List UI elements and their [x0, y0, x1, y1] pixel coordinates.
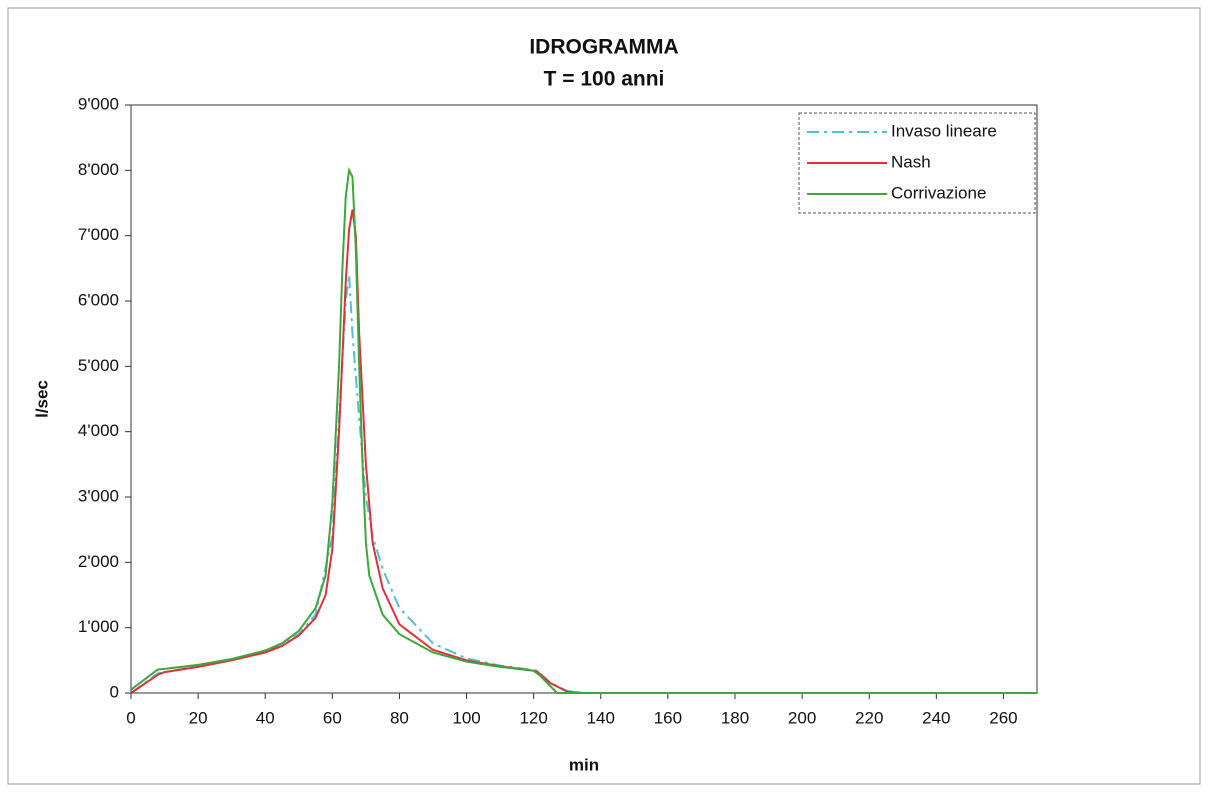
x-tick-label: 220: [855, 708, 883, 727]
legend-label: Corrivazione: [891, 183, 986, 202]
x-tick-label: 40: [256, 708, 275, 727]
y-tick-label: 3'000: [78, 486, 119, 505]
y-tick-label: 0: [110, 682, 119, 701]
legend-label: Nash: [891, 152, 931, 171]
x-tick-label: 100: [452, 708, 480, 727]
x-tick-label: 260: [989, 708, 1017, 727]
y-tick-label: 9'000: [78, 94, 119, 113]
y-tick-label: 4'000: [78, 421, 119, 440]
y-tick-label: 2'000: [78, 552, 119, 571]
y-axis-label: l/sec: [32, 380, 51, 418]
x-tick-label: 140: [587, 708, 615, 727]
x-tick-label: 240: [922, 708, 950, 727]
x-tick-label: 120: [519, 708, 547, 727]
y-tick-label: 7'000: [78, 225, 119, 244]
chart-border: [7, 7, 1201, 785]
x-tick-label: 200: [788, 708, 816, 727]
y-tick-label: 6'000: [78, 290, 119, 309]
x-tick-label: 180: [721, 708, 749, 727]
chart-subtitle: T = 100 anni: [544, 68, 665, 91]
x-tick-label: 160: [654, 708, 682, 727]
x-tick-label: 0: [126, 708, 135, 727]
x-axis-label: min: [569, 755, 599, 774]
series-line: [130, 167, 1037, 694]
y-tick-label: 1'000: [78, 617, 119, 636]
y-tick-label: 8'000: [78, 160, 119, 179]
legend-label: Invaso lineare: [891, 121, 997, 140]
series-line: [130, 274, 1037, 694]
x-tick-label: 80: [390, 708, 409, 727]
series-line: [130, 209, 1037, 694]
chart-title: IDROGRAMMA: [529, 36, 678, 59]
x-tick-label: 60: [323, 708, 342, 727]
x-tick-label: 20: [189, 708, 208, 727]
y-tick-label: 5'000: [78, 356, 119, 375]
